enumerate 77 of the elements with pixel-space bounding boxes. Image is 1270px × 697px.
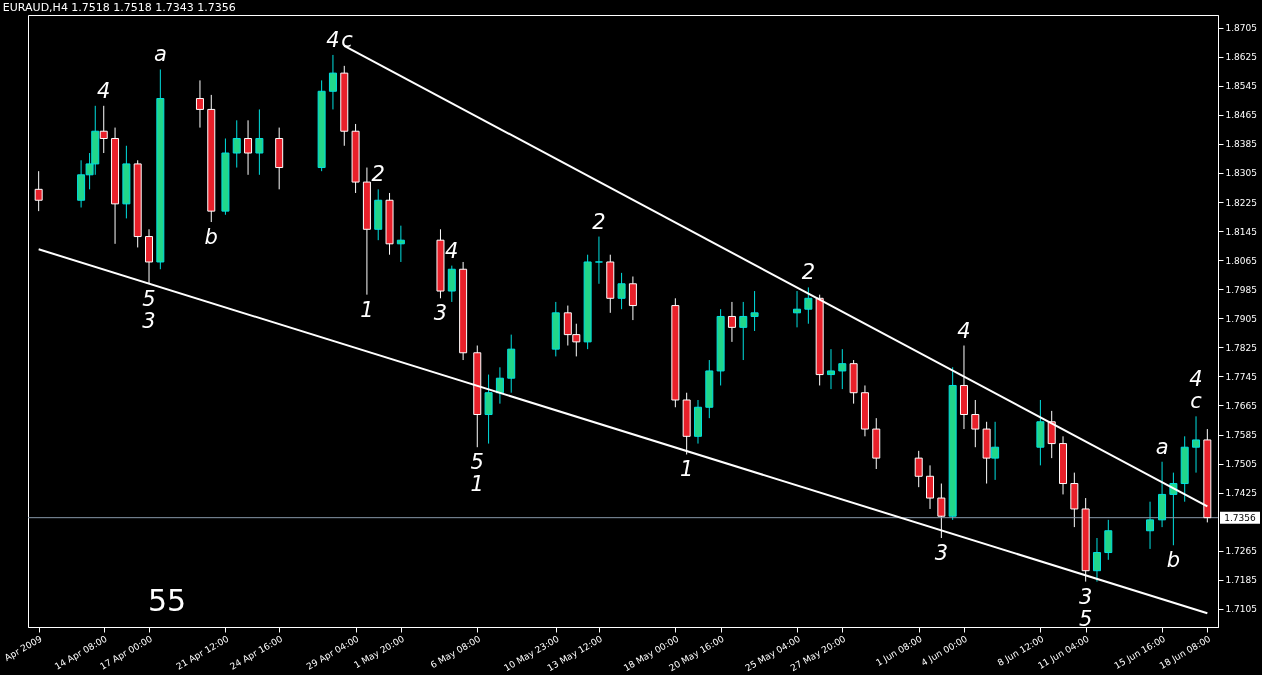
annotation: c: [1190, 389, 1203, 414]
annotation: 5: [167, 583, 187, 618]
annotation: 3: [433, 301, 448, 326]
y-tick-label: 1.7425: [1225, 488, 1257, 499]
candlestick: [991, 421, 1000, 481]
annotation: 3: [934, 541, 949, 566]
y-tick-label: 1.7105: [1225, 604, 1257, 615]
candlestick: [804, 286, 813, 325]
annotation: 4: [1189, 367, 1203, 392]
annotation: 4: [957, 318, 971, 343]
candlestick: [447, 265, 456, 303]
candlestick: [926, 464, 935, 510]
y-tick-label: 1.7185: [1225, 575, 1257, 586]
candlestick: [826, 348, 835, 390]
annotation: 5: [470, 450, 484, 475]
candlestick: [1146, 501, 1155, 550]
candlestick: [594, 236, 603, 285]
candlestick: [99, 105, 108, 154]
candlestick: [244, 119, 253, 176]
y-tick-label: 1.7265: [1225, 546, 1257, 557]
candlestick: [838, 348, 847, 390]
annotation: 3: [142, 308, 156, 333]
annotation: 4: [97, 78, 111, 103]
candlestick: [484, 374, 493, 445]
candlestick: [617, 272, 626, 310]
y-tick-label: 1.7905: [1225, 313, 1257, 324]
annotation: 2: [371, 162, 385, 187]
y-tick-label: 1.8625: [1225, 52, 1257, 63]
annotation: 1: [679, 457, 694, 482]
annotation: 5: [142, 286, 156, 311]
annotation: 4: [326, 27, 340, 52]
annotation: b: [204, 225, 218, 250]
annotation: 5: [1078, 606, 1093, 631]
y-tick-label: 1.7985: [1225, 284, 1257, 295]
annotation: 2: [592, 209, 606, 234]
candlestick: [328, 54, 337, 110]
annotation: a: [1155, 434, 1169, 459]
y-tick-label: 1.8305: [1225, 168, 1257, 179]
annotation: 2: [801, 260, 816, 285]
y-tick-label: 1.8465: [1225, 110, 1257, 121]
candlestick: [1104, 519, 1113, 561]
annotation: c: [341, 27, 354, 52]
y-tick-label: 1.8065: [1225, 255, 1257, 266]
annotation: b: [1166, 548, 1181, 573]
y-tick-label: 1.8545: [1225, 81, 1257, 92]
candlestick: [1092, 537, 1101, 583]
candlestick: [232, 119, 241, 169]
y-tick-label: 1.7825: [1225, 342, 1257, 353]
ref-line-label: 1.7356: [1224, 512, 1257, 523]
y-tick-label: 1.7505: [1225, 459, 1257, 470]
annotation: a: [153, 42, 167, 67]
y-tick-label: 1.7585: [1225, 430, 1257, 440]
y-tick-label: 1.7665: [1225, 400, 1257, 411]
candlestick: [1192, 415, 1201, 474]
candlestick: [727, 301, 736, 343]
y-tick-label: 1.7745: [1225, 371, 1257, 382]
candlestick: [628, 276, 637, 321]
annotation: 5: [148, 583, 168, 618]
candlestick: [750, 290, 759, 332]
candlestick: [495, 366, 504, 405]
annotation: 4: [445, 238, 459, 263]
y-tick-label: 1.8705: [1225, 23, 1257, 34]
candlestick: [1047, 410, 1056, 459]
candlestick: [739, 301, 748, 361]
annotation: 3: [1078, 584, 1093, 609]
y-tick-label: 1.8385: [1225, 139, 1257, 150]
y-tick-label: 1.8225: [1225, 197, 1257, 208]
chart-title: EURAUD,H4 1.7518 1.7518 1.7343 1.7356: [2, 1, 236, 14]
candlestick: [914, 450, 923, 488]
annotation: 1: [360, 297, 374, 322]
candlestick: [255, 108, 264, 176]
candlestick: [971, 399, 980, 448]
y-tick-label: 1.8145: [1225, 226, 1257, 237]
candlestick: [937, 483, 946, 539]
annotation: 1: [470, 472, 484, 497]
candlestick: [34, 170, 43, 212]
candlestick: [195, 79, 204, 129]
